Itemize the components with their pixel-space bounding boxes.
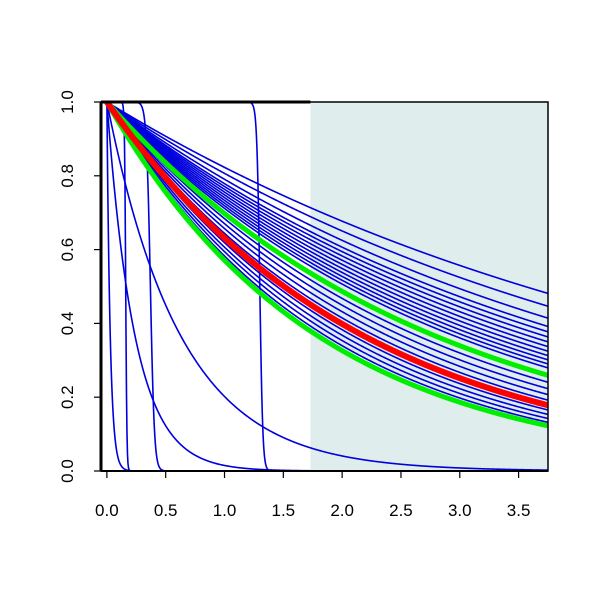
series-line-blue-20 <box>106 102 548 416</box>
series-line-blue-2 <box>106 102 548 319</box>
y-tick-label: 0.2 <box>58 385 77 409</box>
series-line-blue-16 <box>106 102 548 396</box>
series-line-green-30 <box>104 102 548 378</box>
x-tick-label: 2.0 <box>330 501 354 520</box>
series-line-red-32 <box>104 102 548 409</box>
y-tick-label: 0.0 <box>58 459 77 483</box>
series-line-blue-5 <box>106 102 548 338</box>
x-tick-label: 1.0 <box>213 501 237 520</box>
x-tick-label: 3.0 <box>448 501 472 520</box>
series-line-green-31 <box>104 102 548 429</box>
x-tick-label: 3.5 <box>507 501 531 520</box>
series-line-blue-9 <box>106 102 548 357</box>
series-line-blue-12 <box>106 102 548 369</box>
series-group <box>104 102 548 471</box>
series-line-blue-3 <box>106 102 548 328</box>
series-line-blue-7 <box>106 102 548 348</box>
series-line-blue-10 <box>106 102 548 361</box>
y-tick-label: 1.0 <box>58 90 77 114</box>
x-tick-label: 0.5 <box>154 501 178 520</box>
x-tick-label: 0.0 <box>95 501 119 520</box>
series-line-blue-24 <box>106 102 548 471</box>
series-line-blue-1 <box>106 102 548 307</box>
series-line-blue-0 <box>106 102 548 295</box>
x-tick-label: 2.5 <box>389 501 413 520</box>
series-line-blue-11 <box>106 102 548 365</box>
series-line-blue-4 <box>106 102 548 333</box>
series-line-blue-21 <box>106 102 548 420</box>
series-line-blue-8 <box>106 102 548 352</box>
y-tick-label: 0.6 <box>58 238 77 262</box>
series-line-blue-6 <box>106 102 548 343</box>
shaded-region <box>310 102 548 471</box>
x-tick-label: 1.5 <box>272 501 296 520</box>
series-line-blue-14 <box>106 102 548 384</box>
y-tick-label: 0.4 <box>58 312 77 336</box>
series-line-blue-15 <box>106 102 548 390</box>
y-tick-label: 0.8 <box>58 164 77 188</box>
